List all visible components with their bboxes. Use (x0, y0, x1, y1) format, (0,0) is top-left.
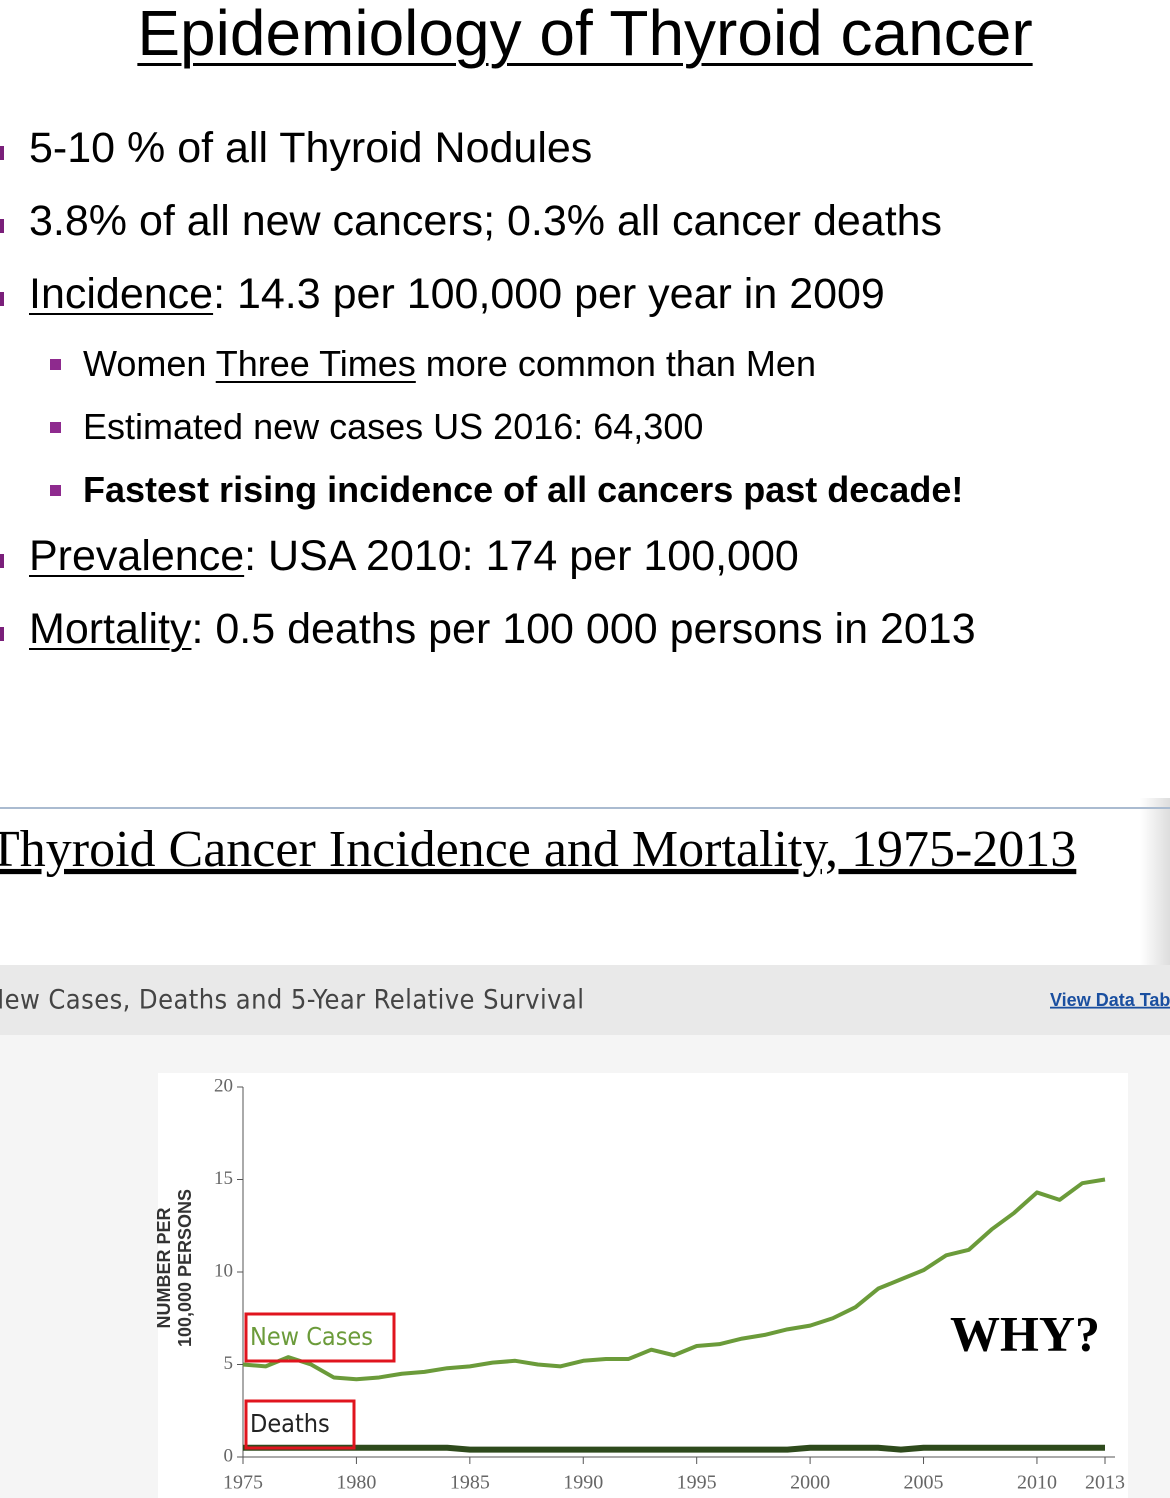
x-tick-label: 1980 (336, 1472, 376, 1494)
bullet-text: 3.8% of all new cancers; 0.3% all cancer… (29, 197, 943, 245)
bullet-text: Women (83, 343, 216, 384)
x-tick-label: 1985 (450, 1472, 490, 1494)
bullet: Fastest rising incidence of all cancers … (0, 469, 976, 532)
y-tick-label: 15 (214, 1168, 233, 1189)
bullet-text: Estimated new cases US 2016: 64,300 (83, 406, 704, 447)
y-tick-label: 10 (214, 1260, 233, 1281)
x-tick-label: 1975 (223, 1472, 263, 1494)
chart: Thyroid Cancer Incidence and Mortality, … (0, 798, 1170, 1498)
legend-label: New Cases (250, 1322, 373, 1351)
series-line (243, 1444, 1105, 1453)
plot-area (158, 1073, 1128, 1498)
x-tick-label: 1990 (563, 1472, 603, 1494)
data-table-link[interactable]: View Data Table (1050, 990, 1170, 1010)
bullet: Prevalence: USA 2010: 174 per 100,000 (0, 532, 976, 605)
legend-label: Deaths (250, 1409, 330, 1438)
series-line (242, 1177, 1106, 1382)
bullet: Women Three Times more common than Men (0, 343, 976, 406)
bullet-text: Three Times (215, 343, 416, 384)
bullet-text: Prevalence (29, 532, 245, 580)
chart-subtitle: New Cases, Deaths and 5-Year Relative Su… (0, 985, 584, 1016)
bullet-text: Fastest rising incidence of all cancers … (83, 469, 964, 510)
bullet-text: : 0.5 deaths per 100 000 persons in 2013 (191, 605, 976, 653)
x-tick-label: 2000 (790, 1472, 830, 1494)
slide-title: Epidemiology of Thyroid cancer (137, 0, 1033, 69)
x-tick-label: 2005 (904, 1472, 944, 1494)
bullet: Estimated new cases US 2016: 64,300 (0, 406, 976, 469)
bullet-text: more common than Men (415, 343, 816, 384)
bullet-text: Incidence (29, 270, 214, 318)
y-axis-label-line: 100,000 PERSONS (175, 1189, 195, 1347)
bullet-text: 5-10 % of all Thyroid Nodules (29, 124, 593, 172)
label-box (244, 1399, 356, 1450)
x-tick-label: 1995 (677, 1472, 717, 1494)
y-axis-label-line: NUMBER PER (154, 1207, 174, 1328)
y-tick-label: 0 (224, 1445, 234, 1466)
y-tick-label: 5 (224, 1353, 234, 1374)
annotation: WHY? (950, 1305, 1100, 1361)
bullet: 5-10 % of all Thyroid Nodules (0, 124, 976, 197)
bullet: Mortality: 0.5 deaths per 100 000 person… (0, 605, 976, 678)
bullet-text: Mortality (29, 605, 192, 653)
chart-title: Thyroid Cancer Incidence and Mortality, … (0, 821, 1076, 878)
bullet: 3.8% of all new cancers; 0.3% all cancer… (0, 197, 976, 270)
label-box (244, 1312, 396, 1363)
bullet-list: 5-10 % of all Thyroid Nodules 3.8% of all… (0, 124, 976, 678)
x-tick-label: 2010 (1017, 1472, 1057, 1494)
y-axis-label: NUMBER PER100,000 PERSONS (154, 1189, 195, 1347)
bullet-text: : 14.3 per 100,000 per year in 2009 (213, 270, 885, 318)
bullet-text: : USA 2010: 174 per 100,000 (244, 532, 799, 580)
x-tick-label: 2013 (1085, 1472, 1125, 1494)
chart-header (0, 965, 1170, 1035)
bullet: Incidence: 14.3 per 100,000 per year in … (0, 270, 976, 343)
y-tick-label: 20 (214, 1075, 233, 1096)
